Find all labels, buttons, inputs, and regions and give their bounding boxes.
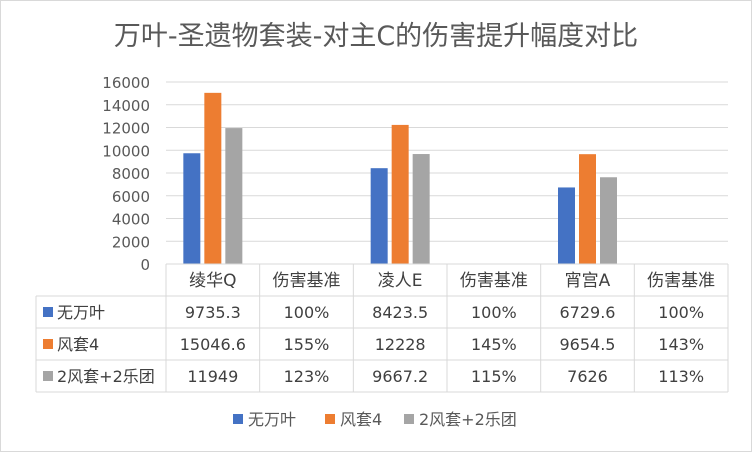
y-tick-label: 16000 (102, 74, 150, 92)
table-cell: 12228 (375, 335, 426, 354)
bar (370, 168, 388, 264)
legend-label: 无万叶 (248, 410, 296, 429)
table-cell: 9735.3 (185, 303, 241, 322)
table-cell: 11949 (187, 367, 238, 386)
bar (225, 128, 243, 264)
bar (204, 92, 222, 264)
category-label: 伤害基准 (273, 271, 341, 291)
table-cell: 7626 (567, 367, 608, 386)
y-tick-label: 2000 (112, 233, 150, 251)
table-series-name: 2风套+2乐团 (57, 367, 155, 386)
chart-title: 万叶-圣遗物套装-对主C的伤害提升幅度对比 (113, 21, 639, 52)
legend-swatch (404, 414, 414, 424)
y-tick-label: 14000 (102, 97, 150, 115)
table-cell: 123% (284, 367, 330, 386)
category-label: 绫华Q (189, 271, 236, 291)
table-cell: 6729.6 (560, 303, 616, 322)
y-tick-label: 6000 (112, 188, 150, 206)
table-cell: 115% (471, 367, 517, 386)
bar (391, 124, 409, 265)
bar (183, 153, 201, 264)
category-label: 宵宫A (565, 271, 611, 291)
y-tick-label: 8000 (112, 165, 150, 183)
table-cell: 100% (471, 303, 517, 322)
y-tick-label: 4000 (112, 211, 150, 229)
y-tick-label: 10000 (102, 142, 150, 160)
category-label: 伤害基准 (647, 271, 715, 291)
table-legend-key (43, 371, 53, 381)
table-cell: 8423.5 (372, 303, 428, 322)
legend-label: 风套4 (340, 410, 382, 429)
table-cell: 113% (658, 367, 704, 386)
legend-label: 2风套+2乐团 (419, 410, 517, 429)
table-cell: 9654.5 (560, 335, 616, 354)
table-cell: 15046.6 (180, 335, 246, 354)
table-cell: 100% (284, 303, 330, 322)
y-tick-label: 12000 (102, 120, 150, 138)
table-series-name: 无万叶 (57, 303, 105, 322)
table-legend-key (43, 339, 53, 349)
table-cell: 155% (284, 335, 330, 354)
table-series-name: 风套4 (57, 335, 99, 354)
bar (600, 177, 617, 264)
table-cell: 145% (471, 335, 517, 354)
y-tick-label: 0 (140, 256, 150, 274)
table-cell: 100% (658, 303, 704, 322)
bar (412, 154, 430, 264)
legend-swatch (325, 414, 335, 424)
category-label: 凌人E (378, 271, 423, 291)
table-legend-key (43, 307, 53, 317)
table-cell: 9667.2 (372, 367, 428, 386)
bar (558, 187, 575, 264)
bar (579, 154, 596, 264)
legend-swatch (233, 414, 243, 424)
table-cell: 143% (658, 335, 704, 354)
category-label: 伤害基准 (460, 271, 528, 291)
